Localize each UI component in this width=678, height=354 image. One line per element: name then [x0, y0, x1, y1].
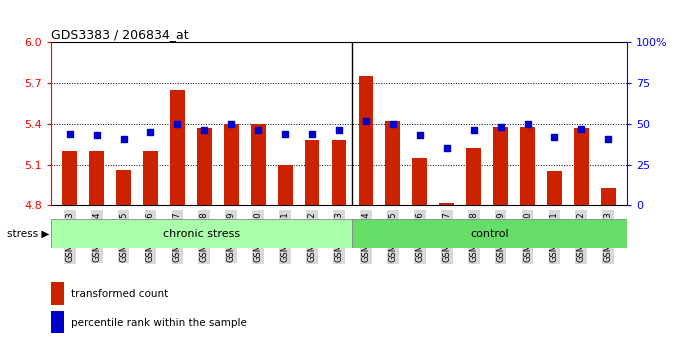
Bar	[251, 124, 266, 205]
Bar	[412, 158, 427, 205]
Point	[468, 127, 479, 133]
Point	[172, 121, 183, 127]
Bar	[278, 165, 292, 205]
Point	[64, 131, 75, 137]
Bar	[466, 148, 481, 205]
Bar	[304, 140, 319, 205]
Text: transformed count: transformed count	[71, 289, 168, 299]
Bar	[493, 127, 508, 205]
Bar	[353, 219, 627, 248]
Text: chronic stress: chronic stress	[163, 229, 240, 239]
Point	[280, 131, 291, 137]
Bar	[197, 128, 212, 205]
Bar	[520, 127, 535, 205]
Text: percentile rank within the sample: percentile rank within the sample	[71, 318, 247, 328]
Bar	[386, 121, 400, 205]
Point	[576, 126, 586, 132]
Bar	[359, 76, 374, 205]
Point	[441, 145, 452, 151]
Bar	[224, 124, 239, 205]
Point	[495, 124, 506, 130]
Point	[92, 132, 102, 138]
Point	[334, 127, 344, 133]
Bar	[439, 202, 454, 205]
Point	[253, 127, 264, 133]
Point	[118, 136, 129, 141]
Bar	[116, 170, 131, 205]
Bar	[51, 282, 64, 305]
Point	[306, 131, 317, 137]
Point	[387, 121, 398, 127]
Point	[199, 127, 210, 133]
Bar	[332, 140, 346, 205]
Point	[549, 134, 560, 140]
Point	[226, 121, 237, 127]
Bar	[89, 151, 104, 205]
Point	[414, 132, 425, 138]
Bar	[51, 219, 353, 248]
Bar	[547, 171, 562, 205]
Text: control: control	[471, 229, 509, 239]
Bar	[51, 311, 64, 333]
Bar	[143, 151, 158, 205]
Bar	[601, 188, 616, 205]
Point	[522, 121, 533, 127]
Point	[145, 129, 156, 135]
Bar	[62, 151, 77, 205]
Text: GDS3383 / 206834_at: GDS3383 / 206834_at	[51, 28, 188, 41]
Bar	[574, 128, 589, 205]
Bar	[170, 90, 185, 205]
Point	[603, 136, 614, 141]
Text: stress ▶: stress ▶	[7, 229, 49, 239]
Point	[361, 118, 372, 124]
